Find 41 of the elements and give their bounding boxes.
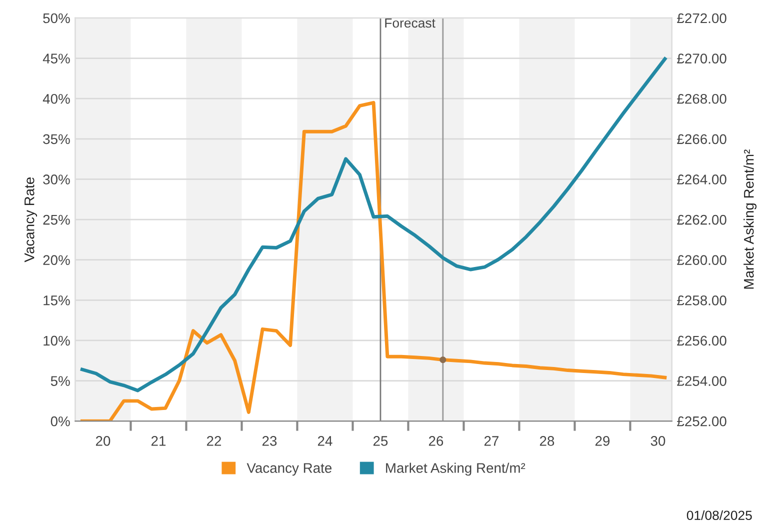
- y2-tick-label: £264.00: [677, 174, 726, 184]
- x-tick-label: 25: [373, 436, 388, 446]
- y-tick-label: 0%: [50, 416, 70, 426]
- x-tick-label: 27: [484, 436, 498, 446]
- y2-tick-label: £262.00: [677, 214, 726, 225]
- y2-axis-title: Market Asking Rent/m²: [744, 150, 757, 289]
- x-tick-label: 24: [318, 436, 332, 446]
- y-tick-label: 30%: [43, 174, 70, 184]
- x-tick-label: 26: [428, 436, 444, 446]
- y-tick-label: 40%: [42, 94, 70, 104]
- y-tick-label: 20%: [43, 255, 70, 266]
- text: 01/08/2025: [686, 510, 752, 520]
- line-series: [80, 100, 667, 422]
- x-tick-label: 29: [595, 436, 610, 446]
- y2-tick-label: £256.00: [677, 336, 726, 346]
- y2-tick-label: £260.00: [677, 255, 726, 266]
- y-tick-label: 45%: [42, 54, 70, 64]
- x-tick-label: 20: [96, 436, 110, 446]
- y2-tick-label: £254.00: [677, 376, 726, 386]
- x-tick-label: 21: [151, 436, 166, 446]
- legend-label: Vacancy Rate: [246, 463, 332, 476]
- y-tick-label: 10%: [44, 336, 70, 346]
- y-tick-label: 25%: [43, 214, 70, 225]
- ref-line-label: Forecast: [385, 18, 436, 28]
- y2-tick-label: £258.00: [677, 295, 726, 306]
- y-tick-label: 50%: [43, 13, 70, 24]
- y2-tick-label: £252.00: [677, 416, 726, 426]
- y-tick-label: 35%: [43, 134, 70, 144]
- y-axis-title: Vacancy Rate: [24, 177, 38, 262]
- y2-tick-label: £270.00: [677, 54, 726, 64]
- x-tick-label: 28: [540, 436, 554, 446]
- y-tick-label: 5%: [50, 376, 70, 386]
- y2-tick-label: £266.00: [677, 134, 726, 144]
- x-tick-label: 22: [206, 436, 222, 446]
- line-series: [80, 57, 667, 392]
- y-tick-label: 15%: [44, 296, 70, 306]
- x-tick-label: 23: [262, 436, 277, 446]
- legend-label: Market Asking Rent/m²: [386, 462, 526, 476]
- y2-tick-label: £268.00: [677, 94, 726, 104]
- y2-tick-label: £272.00: [677, 13, 726, 24]
- x-tick-label: 30: [650, 436, 666, 446]
